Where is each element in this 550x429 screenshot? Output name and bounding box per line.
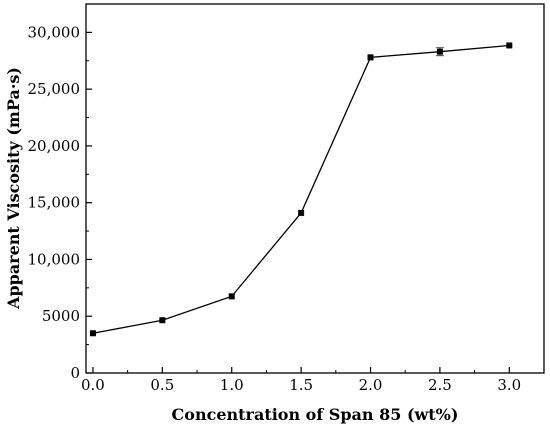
x-tick-label: 2.5 bbox=[428, 376, 452, 394]
y-tick-label: 5000 bbox=[42, 307, 80, 325]
x-tick-label: 2.0 bbox=[359, 376, 383, 394]
data-point-marker bbox=[228, 293, 235, 300]
data-point-marker bbox=[159, 317, 166, 324]
y-tick-label: 0 bbox=[70, 364, 80, 382]
y-tick-label: 15,000 bbox=[28, 194, 81, 212]
y-tick-label: 10,000 bbox=[28, 250, 81, 268]
axis-tick-labels: 0.0 0.5 1.0 1.5 2.0 2.5 3.0 0 5000 10,000 15,000 20… bbox=[28, 23, 522, 394]
data-point-marker bbox=[89, 330, 96, 337]
y-tick-label: 20,000 bbox=[28, 137, 81, 155]
y-tick-label: 25,000 bbox=[28, 80, 81, 98]
x-tick-label: 3.0 bbox=[497, 376, 521, 394]
x-axis-title: Concentration of Span 85 (wt%) bbox=[172, 405, 459, 424]
x-tick-label: 1.0 bbox=[220, 376, 244, 394]
axis-ticks bbox=[86, 31, 510, 374]
x-tick-label: 0.0 bbox=[81, 376, 105, 394]
x-tick-label: 1.5 bbox=[289, 376, 313, 394]
x-tick-label: 0.5 bbox=[150, 376, 174, 394]
plot-frame bbox=[85, 3, 545, 374]
data-point-marker bbox=[436, 48, 443, 55]
data-point-marker bbox=[298, 209, 305, 216]
y-axis-title: Apparent Viscosity (mPa·s) bbox=[4, 67, 23, 310]
data-point-marker bbox=[367, 54, 374, 61]
series-line bbox=[92, 44, 510, 334]
data-point-marker bbox=[506, 42, 513, 49]
y-tick-label: 30,000 bbox=[28, 23, 81, 41]
data-series bbox=[89, 42, 513, 337]
